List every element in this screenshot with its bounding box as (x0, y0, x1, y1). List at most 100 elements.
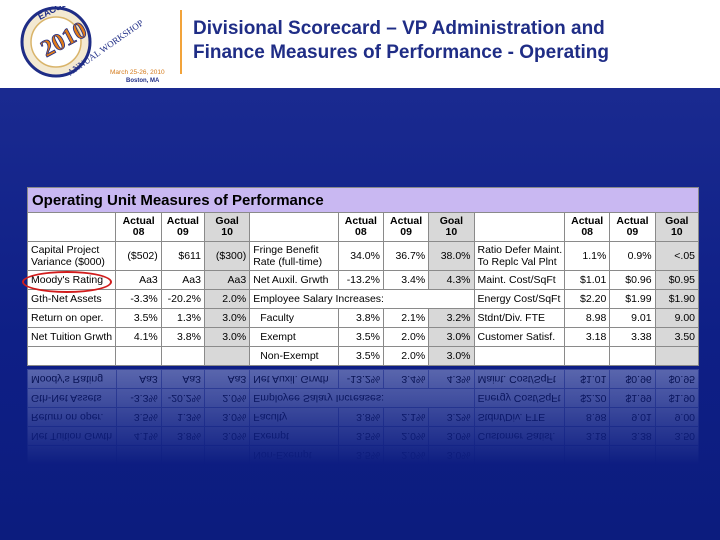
row-label: Moody's Rating (27, 369, 116, 389)
row-label: Customer Satisf. (473, 327, 566, 347)
cell-actual-09: 0.9% (609, 241, 656, 271)
cell: 2.1% (383, 407, 429, 427)
slide-title: Divisional Scorecard – VP Administration… (193, 17, 713, 65)
row-label: Stdnt/Div. FTE (474, 407, 565, 427)
table-row: Return on oper. 3.5% 1.3% 3.0% Faculty 3… (26, 308, 700, 328)
header-actual-09: Actual 09 (609, 212, 656, 242)
cell: 2.0% (383, 426, 429, 446)
cell-actual-08: 34.0% (337, 241, 384, 271)
cell: -20.2% (161, 388, 205, 408)
cell-goal-10: 9.00 (654, 308, 700, 328)
reflection-row: Non-Exempt 3.5% 2.0% 3.0% (27, 445, 699, 465)
performance-table: Operating Unit Measures of Performance A… (26, 187, 700, 366)
cell-goal-10: 3.50 (654, 327, 700, 347)
cell-actual-08: 1.1% (564, 241, 611, 271)
eacubo-logo: EACUBO 2010 ANNUAL WORKSHOP March 25-26,… (10, 0, 180, 84)
row-label: Exempt (249, 426, 339, 446)
row-label (474, 445, 565, 465)
cell-actual-08: 3.18 (564, 327, 611, 347)
cell-actual-09: $1.99 (609, 289, 656, 309)
cell-actual-08: Aa3 (115, 270, 162, 290)
row-label: Employee Salary Increases: (249, 289, 475, 309)
cell: 3.0% (428, 445, 475, 465)
row-label: Maint. Cost/SqFt (474, 369, 565, 389)
cell-goal-10: 3.0% (428, 327, 475, 347)
table-row: Capital Project Variance ($000) ($502) $… (26, 241, 700, 271)
row-label: Ratio Defer Maint. To Replc Val Plnt (473, 241, 566, 271)
cell: -13.2% (338, 369, 384, 389)
header-goal-10: Goal 10 (428, 212, 475, 242)
performance-table-wrapper: Operating Unit Measures of Performance A… (22, 187, 700, 366)
cell: $0.96 (609, 369, 656, 389)
cell-actual-09: 3.4% (382, 270, 430, 290)
row-label: Moody's Rating (26, 270, 117, 290)
cell-actual-09: $611 (160, 241, 205, 271)
row-label: Non-Exempt (249, 445, 339, 465)
reflection-row: Gth-Net Assets -3.3% -20.2% 2.0% Employe… (27, 388, 699, 408)
row-label: Net Auxil. Grwth (249, 270, 339, 290)
header-divider (180, 10, 182, 74)
header-actual-09: Actual 09 (382, 212, 430, 242)
cell-actual-09: 9.01 (609, 308, 656, 328)
cell: 3.0% (204, 407, 250, 427)
cell-actual-09: 3.38 (609, 327, 656, 347)
row-label: Net Tuition Grwth (26, 327, 117, 347)
cell: 3.0% (204, 426, 250, 446)
row-label: Return on oper. (26, 308, 117, 328)
cell-goal-10: Aa3 (203, 270, 251, 290)
header-blank (249, 212, 339, 242)
row-label: Net Tuition Grwth (27, 426, 116, 446)
cell-goal-10 (203, 346, 251, 366)
cell-goal-10: $1.90 (654, 289, 700, 309)
svg-text:Boston, MA: Boston, MA (126, 78, 160, 84)
cell-actual-09: 36.7% (382, 241, 430, 271)
cell: 8.98 (564, 407, 610, 427)
reflection-row: Return on oper. 3.5% 1.3% 3.0% Faculty 3… (27, 407, 699, 427)
row-label: Capital Project Variance ($000) (26, 241, 117, 271)
cell: $1.90 (655, 388, 699, 408)
table-caption: Operating Unit Measures of Performance (27, 187, 699, 213)
cell-actual-09: 2.0% (382, 327, 430, 347)
cell-goal-10: ($300) (203, 241, 251, 271)
cell: Aa3 (161, 369, 205, 389)
cell: Aa3 (204, 369, 250, 389)
row-label: Maint. Cost/SqFt (473, 270, 566, 290)
row-label: Net Auxil. Grwth (249, 369, 339, 389)
cell-actual-08: ($502) (115, 241, 162, 271)
cell-actual-09 (609, 346, 656, 366)
cell: 9.01 (609, 407, 656, 427)
cell: 2.0% (383, 445, 429, 465)
cell-actual-08: 3.8% (337, 308, 384, 328)
table-row: Gth-Net Assets -3.3% -20.2% 2.0% Employe… (26, 289, 700, 309)
cell: 9.00 (655, 407, 699, 427)
row-label (26, 346, 117, 366)
cell-goal-10: 3.0% (203, 308, 251, 328)
header-goal-10: Goal 10 (203, 212, 251, 242)
cell-actual-08: 4.1% (115, 327, 162, 347)
cell: 3.18 (564, 426, 610, 446)
row-label: Employee Salary Increases: (249, 388, 475, 408)
cell: 3.8% (161, 426, 205, 446)
cell-actual-09: Aa3 (160, 270, 205, 290)
cell-goal-10 (654, 346, 700, 366)
cell: 3.50 (655, 426, 699, 446)
cell-actual-08 (115, 346, 162, 366)
table-row: Net Tuition Grwth 4.1% 3.8% 3.0% Exempt … (26, 327, 700, 347)
reflection-row: Moody's Rating Aa3 Aa3 Aa3 Net Auxil. Gr… (27, 369, 699, 389)
cell (564, 445, 610, 465)
cell-actual-08: -3.3% (115, 289, 162, 309)
cell: $1.99 (609, 388, 656, 408)
cell: 2.0% (204, 388, 250, 408)
cell: -3.3% (116, 388, 162, 408)
slide-header: EACUBO 2010 ANNUAL WORKSHOP March 25-26,… (0, 0, 720, 88)
cell-goal-10: 3.0% (203, 327, 251, 347)
cell-actual-08 (564, 346, 611, 366)
table-row: Non-Exempt 3.5% 2.0% 3.0% (26, 346, 700, 366)
cell: $0.95 (655, 369, 699, 389)
cell-goal-10: $0.95 (654, 270, 700, 290)
header-goal-10: Goal 10 (654, 212, 700, 242)
cell-actual-08: 3.5% (337, 327, 384, 347)
row-label: Energy Cost/SqFt (473, 289, 566, 309)
cell-actual-08: $1.01 (564, 270, 611, 290)
cell: 3.0% (428, 426, 475, 446)
